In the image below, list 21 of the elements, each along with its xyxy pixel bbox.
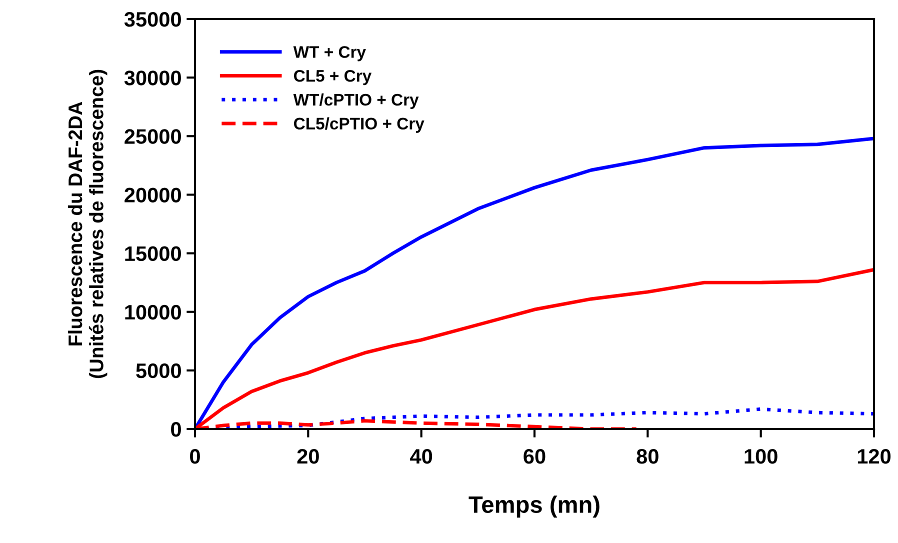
y-tick-label: 0 xyxy=(171,422,181,437)
x-tick-label: 20 xyxy=(297,448,319,464)
y-axis-title: Fluorescence du DAF-2DA (Unités relatives de fluorescence) xyxy=(68,70,108,378)
legend-label: CL5/cPTIO + Cry xyxy=(294,117,424,133)
x-tick-label: 60 xyxy=(524,448,546,464)
x-axis-title: Temps (mn) xyxy=(468,496,600,518)
y-tick-label: 10000 xyxy=(125,304,181,320)
x-tick-label: 100 xyxy=(744,448,778,464)
x-tick-label: 40 xyxy=(410,448,432,464)
y-tick-label: 15000 xyxy=(125,246,181,262)
y-tick-label: 35000 xyxy=(124,12,181,27)
y-tick-label: 25000 xyxy=(124,129,181,144)
legend-label: WT + Cry xyxy=(293,46,366,62)
x-tick-label: 80 xyxy=(636,448,658,464)
legend-label: WT/cPTIO + Cry xyxy=(293,93,419,109)
x-tick-label: 120 xyxy=(858,448,891,464)
y-tick-label: 20000 xyxy=(124,188,181,202)
x-tick-label: 0 xyxy=(190,448,200,464)
y-tick-label: 5000 xyxy=(136,363,181,378)
legend-label: CL5 + Cry xyxy=(294,70,372,86)
y-tick-label: 30000 xyxy=(124,70,181,86)
